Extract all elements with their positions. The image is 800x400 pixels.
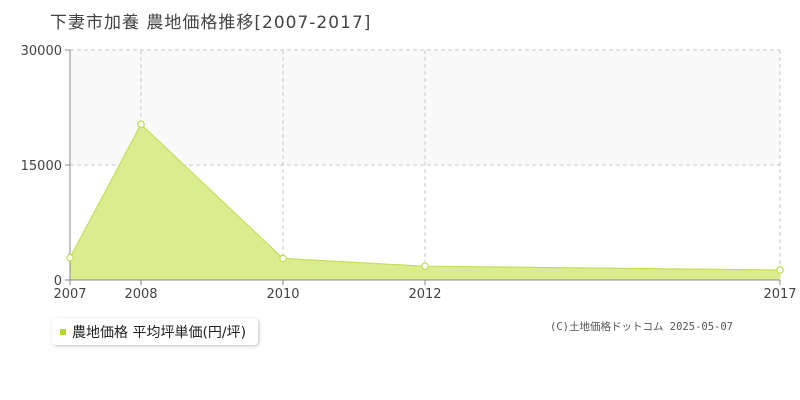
data-point-2008 — [137, 120, 145, 129]
y-tick-label-15000: 15000 — [21, 159, 62, 174]
x-tick-label-2008: 2008 — [124, 287, 157, 302]
x-tick-label-2012: 2012 — [408, 287, 441, 302]
x-tick-label-2010: 2010 — [266, 287, 299, 302]
credit-text: (C)土地価格ドットコム 2025-05-07 — [550, 321, 734, 333]
y-tick-labels: 30000 15000 0 — [21, 44, 70, 289]
legend-swatch — [60, 328, 66, 335]
data-point-2017 — [776, 266, 784, 274]
data-point-2012 — [421, 262, 429, 271]
legend: 農地価格 平均坪単価(円/坪) — [52, 318, 259, 345]
x-tick-label-2017: 2017 — [763, 287, 796, 302]
data-points — [66, 120, 784, 274]
legend-label: 農地価格 平均坪単価(円/坪) — [72, 324, 247, 341]
chart-title: 下妻市加養 農地価格推移[2007-2017] — [50, 13, 372, 33]
data-point-2010 — [279, 254, 287, 263]
x-tick-labels: 2007 2008 2010 2012 2017 — [53, 280, 797, 302]
y-tick-label-30000: 30000 — [21, 44, 62, 59]
series-area — [70, 124, 780, 280]
x-tick-label-2007: 2007 — [53, 287, 86, 302]
data-point-2007 — [66, 253, 74, 262]
y-tick-label-0: 0 — [54, 274, 62, 289]
